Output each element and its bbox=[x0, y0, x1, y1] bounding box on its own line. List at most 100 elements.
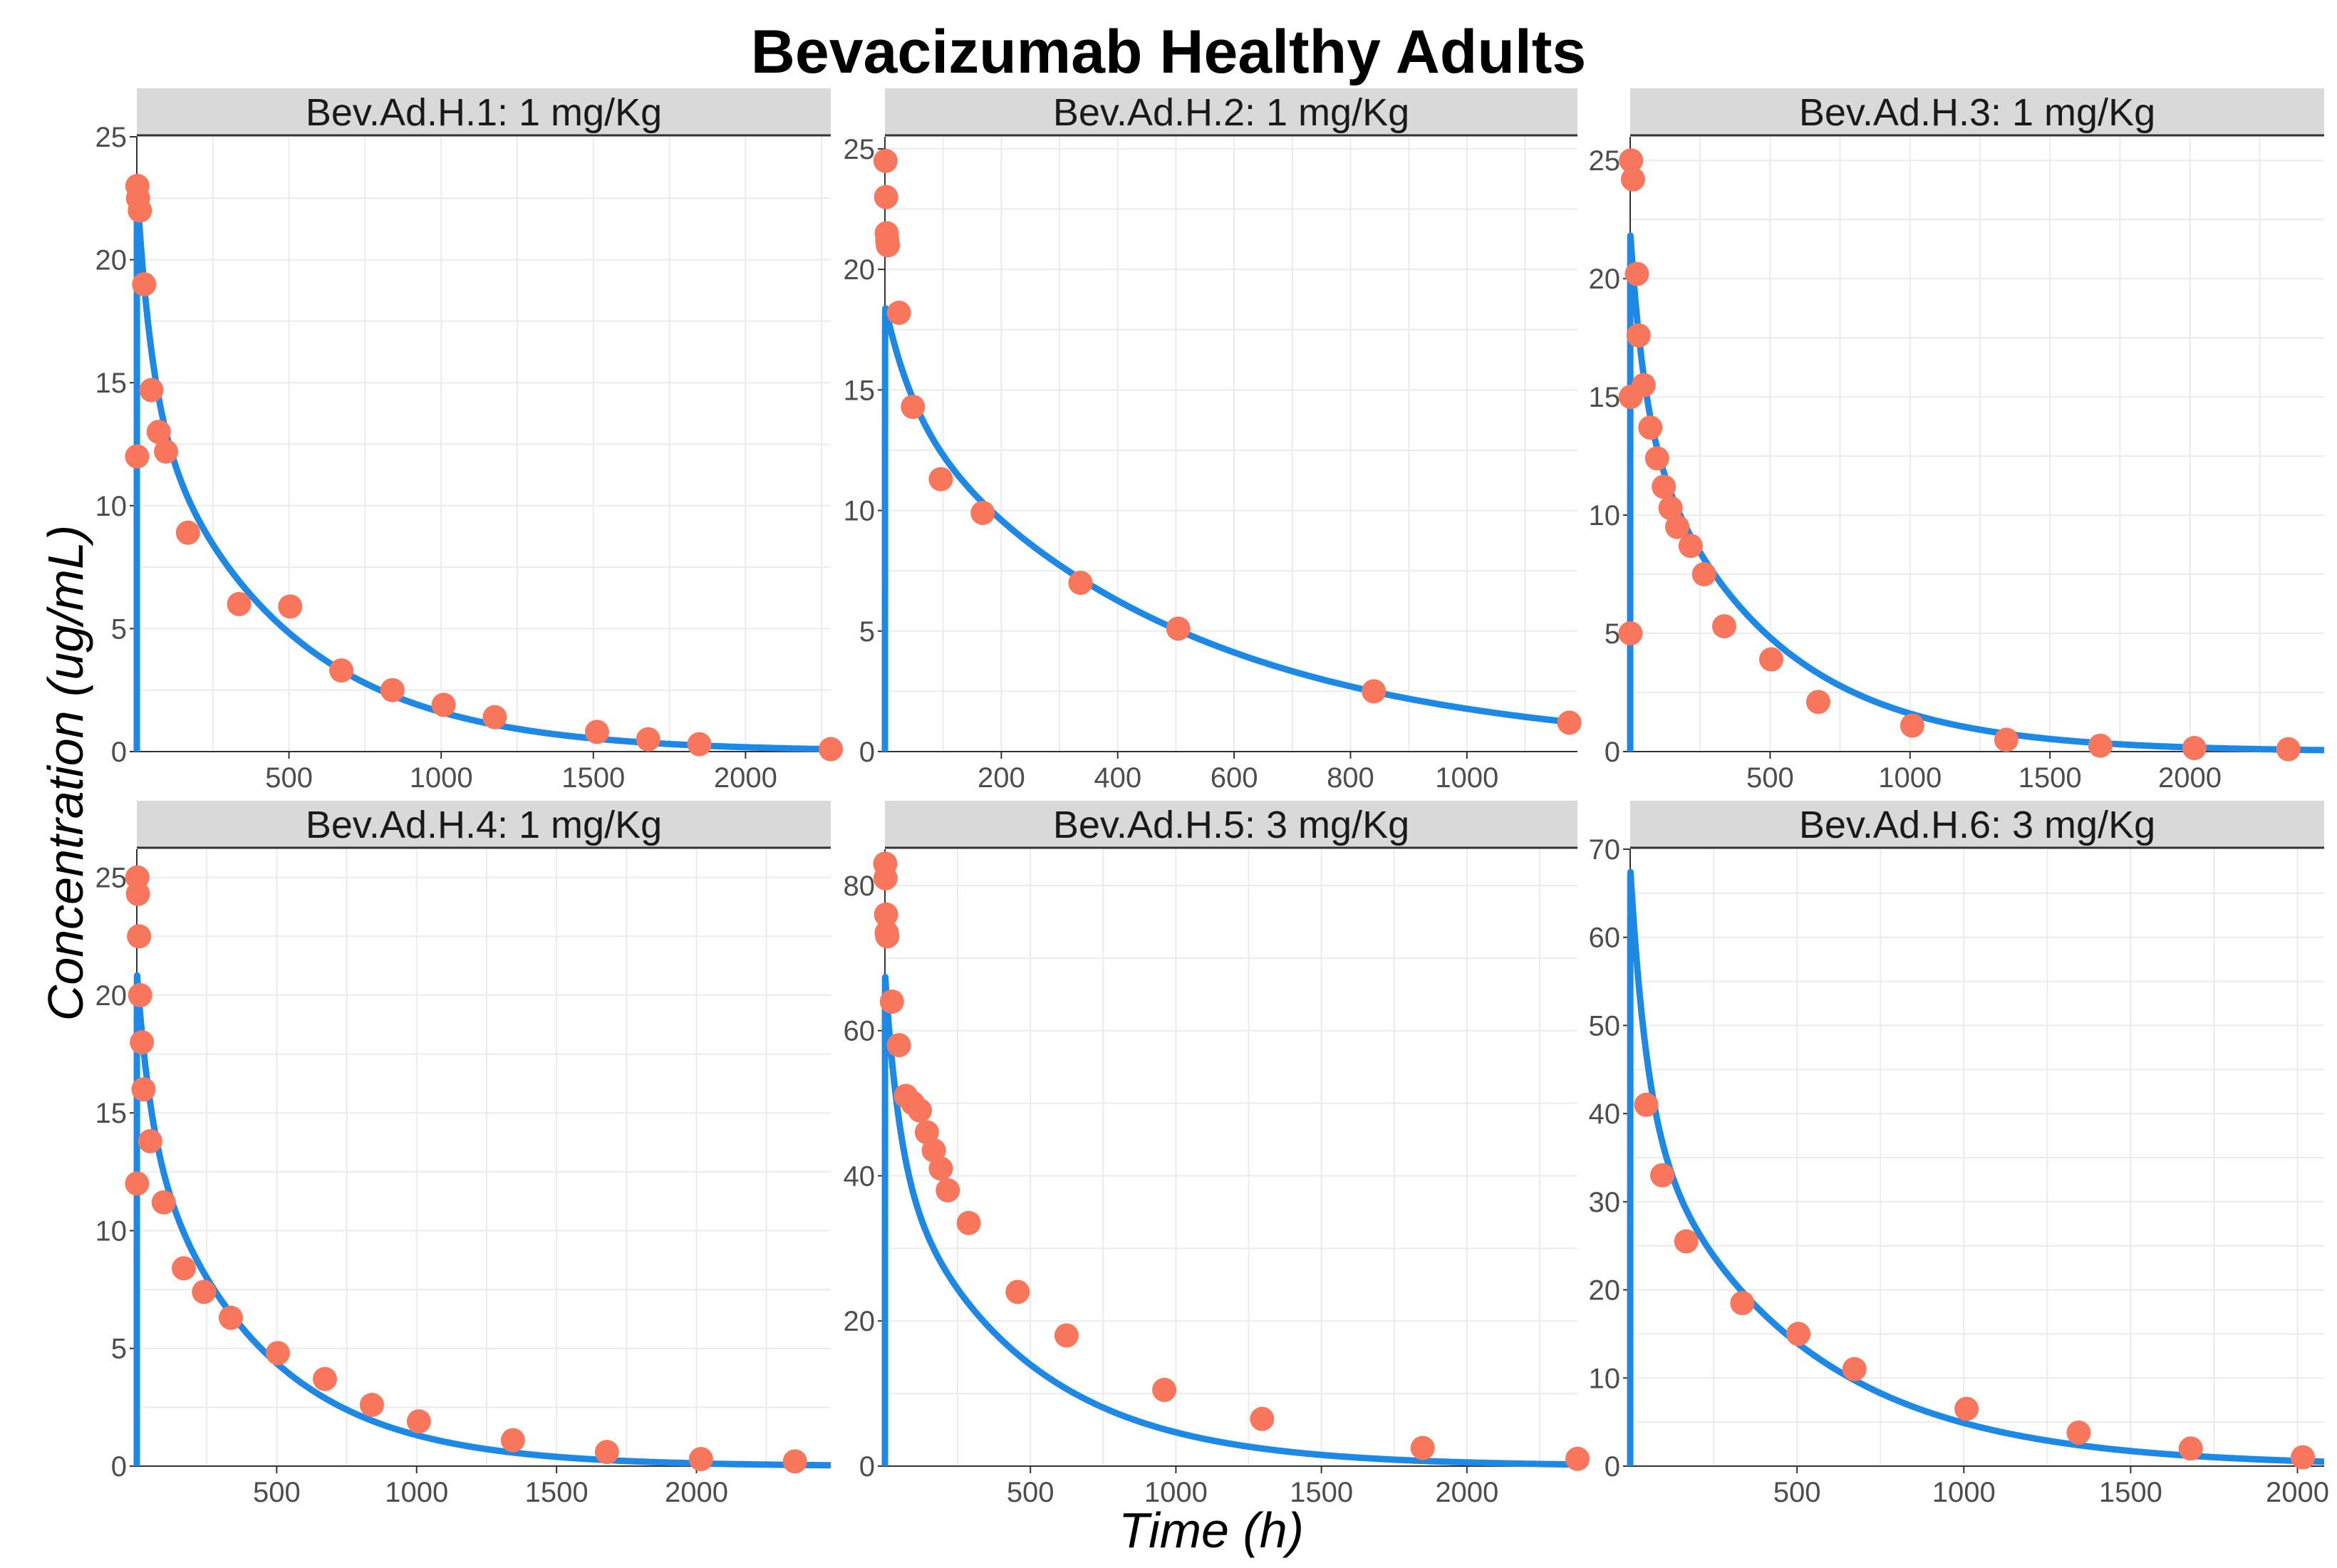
observed-point bbox=[175, 520, 200, 545]
observed-point bbox=[1152, 1378, 1177, 1403]
y-tick-label: 40 bbox=[844, 1161, 876, 1192]
observed-point bbox=[132, 272, 157, 297]
observed-point bbox=[1619, 148, 1644, 173]
x-tick-label: 1000 bbox=[1878, 762, 1942, 794]
chart-title: Bevacizumab Healthy Adults bbox=[750, 18, 1587, 86]
observed-point bbox=[1565, 1446, 1590, 1471]
facet-strip bbox=[885, 801, 1577, 848]
observed-point bbox=[914, 1120, 939, 1145]
x-tick-label: 2000 bbox=[714, 762, 777, 794]
x-tick-label: 1500 bbox=[1290, 1477, 1353, 1508]
observed-point bbox=[1730, 1291, 1755, 1316]
facet-strip-label: Bev.Ad.H.4: 1 mg/Kg bbox=[306, 804, 662, 846]
observed-point bbox=[936, 1178, 960, 1203]
y-tick-label: 0 bbox=[859, 1451, 875, 1483]
x-tick-label: 1000 bbox=[1144, 1477, 1208, 1508]
y-tick-label: 25 bbox=[95, 863, 128, 894]
observed-point bbox=[192, 1279, 217, 1304]
y-tick-label: 5 bbox=[111, 613, 127, 645]
y-tick-label: 20 bbox=[844, 254, 876, 286]
observed-point bbox=[875, 924, 900, 949]
x-tick-label: 2000 bbox=[1435, 1477, 1498, 1508]
observed-point bbox=[2182, 736, 2207, 761]
observed-point bbox=[128, 198, 152, 223]
observed-point bbox=[1620, 167, 1645, 192]
y-tick-label: 0 bbox=[1605, 737, 1620, 768]
observed-point bbox=[636, 727, 660, 752]
y-tick-label: 5 bbox=[1605, 618, 1620, 650]
observed-point bbox=[265, 1341, 290, 1366]
observed-point bbox=[594, 1440, 619, 1465]
observed-point bbox=[876, 233, 901, 258]
observed-point bbox=[921, 1138, 946, 1163]
observed-point bbox=[1634, 1092, 1659, 1117]
x-tick-label: 500 bbox=[1746, 762, 1794, 794]
model-curve bbox=[881, 305, 1579, 752]
observed-point bbox=[130, 1030, 155, 1055]
model-curve bbox=[881, 973, 1579, 1468]
x-tick-label: 600 bbox=[1211, 762, 1258, 794]
observed-point bbox=[1054, 1323, 1079, 1348]
y-tick-label: 60 bbox=[844, 1016, 876, 1047]
model-curve bbox=[133, 972, 832, 1469]
observed-point bbox=[1711, 614, 1736, 639]
observed-point bbox=[2178, 1436, 2203, 1461]
observed-point bbox=[1649, 1163, 1674, 1188]
observed-point bbox=[819, 737, 843, 762]
observed-point bbox=[138, 1128, 162, 1153]
observed-point bbox=[1664, 514, 1689, 539]
x-tick-label: 200 bbox=[978, 762, 1025, 794]
y-tick-label: 30 bbox=[1589, 1187, 1621, 1218]
y-tick-label: 40 bbox=[1589, 1099, 1621, 1130]
x-tick-label: 1500 bbox=[525, 1477, 589, 1508]
observed-point bbox=[154, 439, 179, 464]
observed-point bbox=[1618, 621, 1643, 646]
observed-point bbox=[1658, 496, 1683, 521]
observed-point bbox=[406, 1409, 431, 1434]
observed-point bbox=[128, 982, 152, 1007]
y-tick-label: 50 bbox=[1589, 1010, 1621, 1042]
observed-point bbox=[1638, 415, 1663, 440]
observed-point bbox=[2291, 1445, 2316, 1470]
observed-point bbox=[171, 1256, 196, 1281]
observed-point bbox=[873, 148, 898, 173]
observed-point bbox=[688, 1447, 713, 1472]
x-tick-label: 500 bbox=[1773, 1477, 1821, 1508]
y-tick-label: 10 bbox=[844, 496, 876, 527]
panel-5: Bev.Ad.H.5: 3 mg/Kg 500 1000 1500 2000 0 20 40 6… bbox=[844, 801, 1590, 1508]
observed-point bbox=[2088, 733, 2113, 758]
observed-point bbox=[329, 658, 354, 683]
observed-point bbox=[879, 989, 904, 1014]
observed-point bbox=[500, 1428, 525, 1453]
observed-point bbox=[886, 1033, 911, 1058]
y-tick-label: 25 bbox=[1589, 145, 1621, 177]
observed-point bbox=[1786, 1322, 1811, 1346]
y-tick-label: 15 bbox=[95, 1098, 128, 1129]
y-tick-label: 15 bbox=[1589, 382, 1621, 413]
observed-point bbox=[874, 185, 898, 209]
y-tick-label: 0 bbox=[111, 1451, 127, 1483]
x-tick-label: 1500 bbox=[2019, 762, 2082, 794]
y-tick-label: 10 bbox=[95, 1215, 128, 1247]
x-tick-label: 2000 bbox=[2158, 762, 2222, 794]
facet-strip bbox=[885, 88, 1577, 135]
y-tick-label: 15 bbox=[844, 375, 876, 406]
observed-point bbox=[1250, 1406, 1275, 1431]
y-tick-label: 20 bbox=[95, 980, 128, 1012]
facet-strip bbox=[137, 801, 831, 848]
observed-point bbox=[584, 720, 609, 744]
model-curve bbox=[1627, 868, 2326, 1466]
observed-point bbox=[687, 732, 712, 757]
observed-point bbox=[139, 378, 164, 403]
observed-point bbox=[431, 692, 456, 717]
model-curve bbox=[133, 187, 832, 753]
observed-point bbox=[125, 444, 150, 469]
facet-strip-label: Bev.Ad.H.3: 1 mg/Kg bbox=[1799, 91, 2155, 134]
x-tick-label: 1000 bbox=[1435, 762, 1498, 794]
x-tick-label: 500 bbox=[265, 762, 313, 794]
observed-point bbox=[1557, 710, 1582, 735]
observed-point bbox=[227, 591, 252, 616]
observed-point bbox=[1652, 474, 1677, 499]
y-tick-label: 5 bbox=[111, 1334, 127, 1365]
observed-point bbox=[1678, 534, 1703, 559]
